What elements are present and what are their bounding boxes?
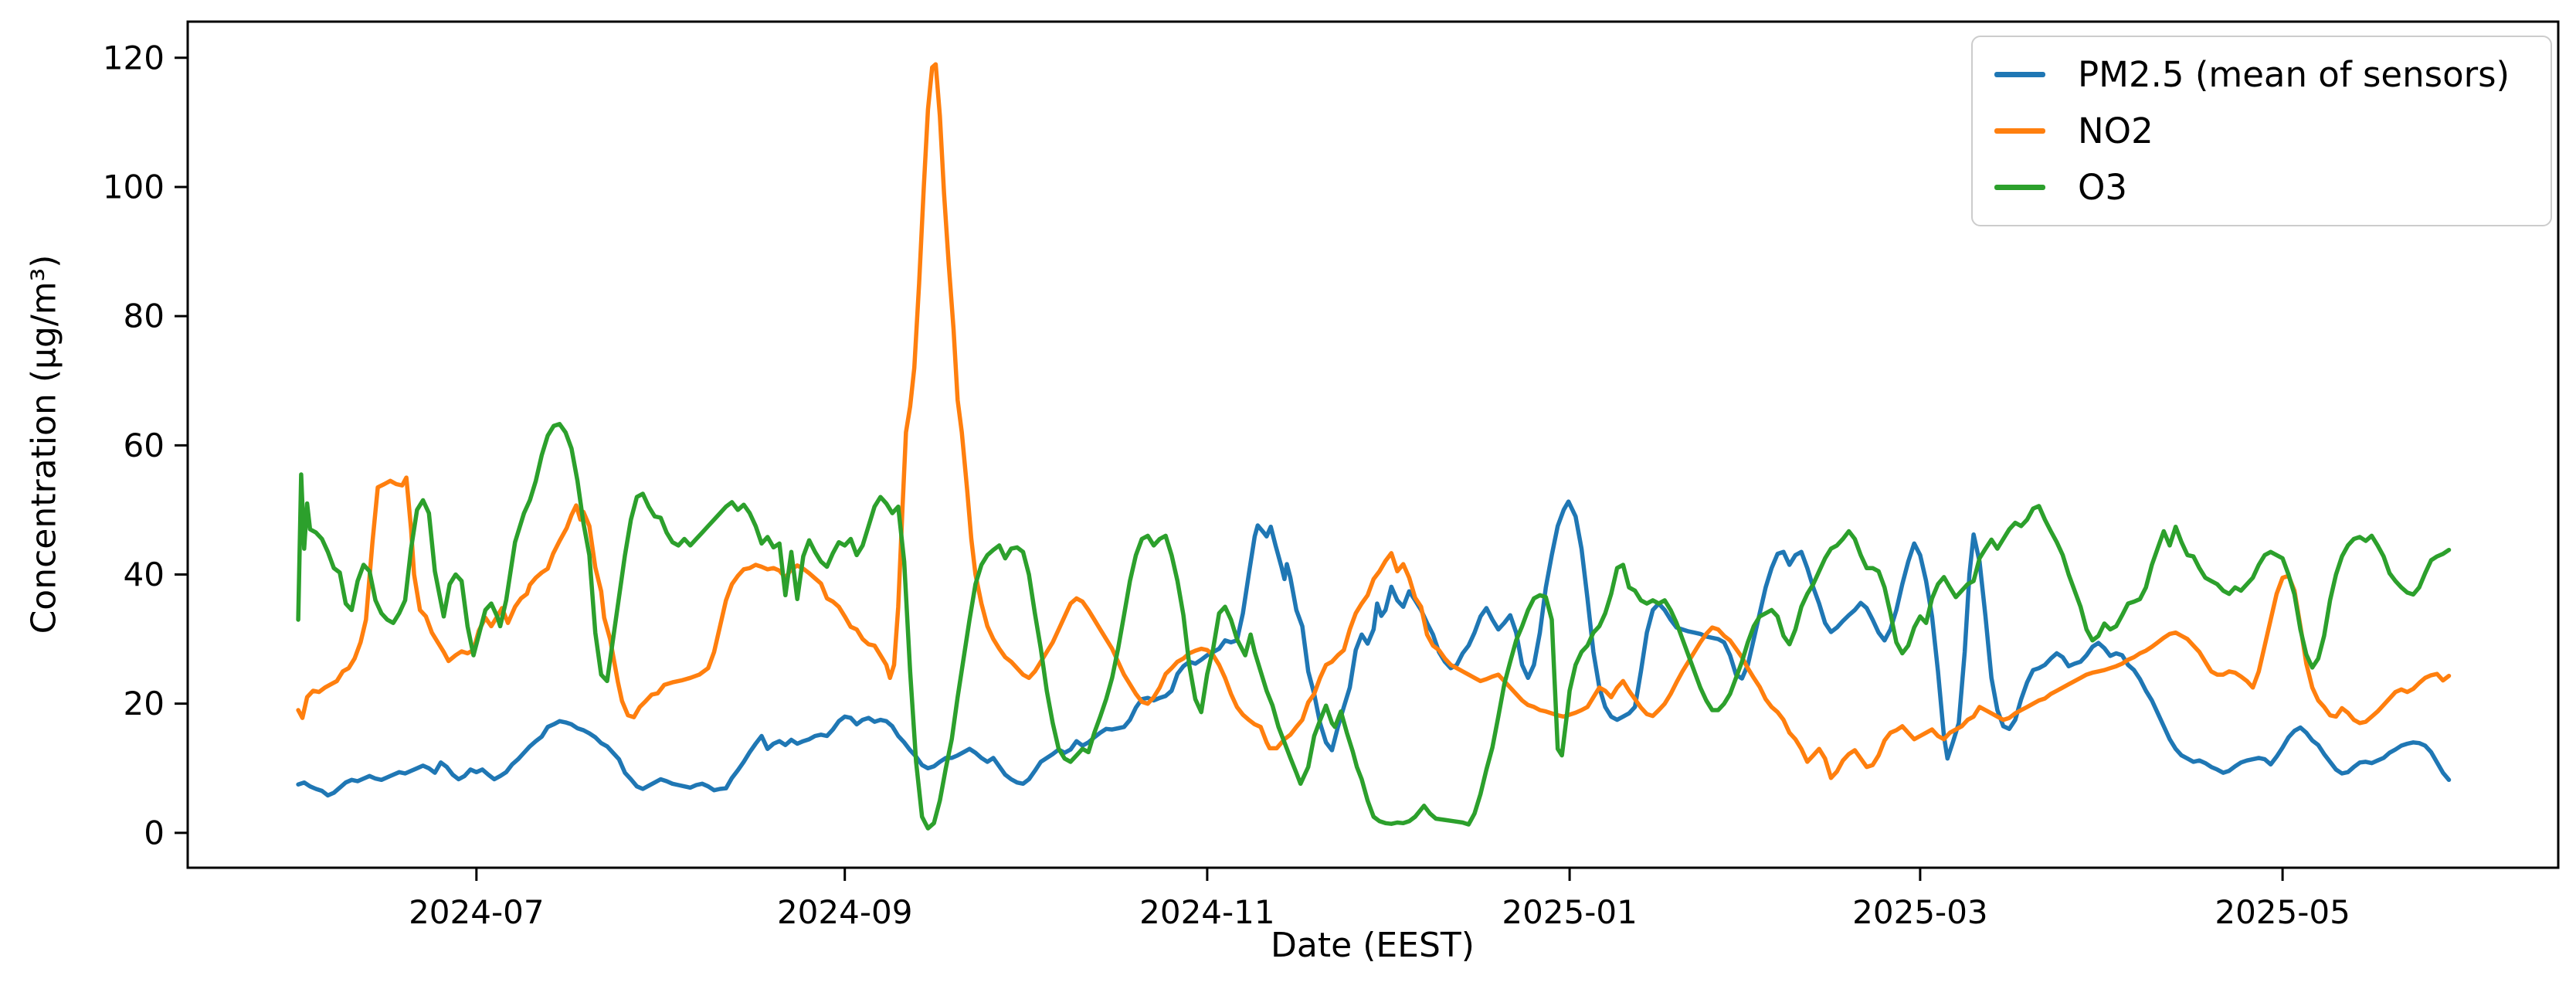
series-line-pm25 bbox=[296, 499, 2452, 798]
y-tick-label: 0 bbox=[144, 814, 165, 852]
x-tick-label: 2024-07 bbox=[409, 893, 545, 931]
y-tick-label: 120 bbox=[103, 39, 165, 76]
y-tick-label: 80 bbox=[124, 297, 165, 335]
x-tick-label: 2024-09 bbox=[777, 893, 913, 931]
x-tick-label: 2025-05 bbox=[2215, 893, 2350, 931]
legend-item-pm25: PM2.5 (mean of sensors) bbox=[1994, 54, 2529, 95]
series-line-no2 bbox=[296, 62, 2452, 780]
legend-item-no2: NO2 bbox=[1994, 110, 2529, 151]
x-tick-label: 2025-01 bbox=[1502, 893, 1638, 931]
legend-line-no2-icon bbox=[1994, 128, 2045, 134]
x-axis-title: Date (EEST) bbox=[1271, 926, 1475, 965]
legend-label-pm25: PM2.5 (mean of sensors) bbox=[2078, 54, 2510, 95]
series-line-o3 bbox=[296, 422, 2452, 831]
y-axis-title: Concentration (µg/m³) bbox=[24, 254, 64, 634]
legend-label-o3: O3 bbox=[2078, 167, 2128, 208]
legend-line-o3-icon bbox=[1994, 185, 2045, 190]
legend-item-o3: O3 bbox=[1994, 167, 2529, 208]
y-tick-label: 60 bbox=[124, 427, 165, 464]
y-tick-label: 20 bbox=[124, 685, 165, 722]
legend-label-no2: NO2 bbox=[2078, 110, 2153, 151]
legend-line-pm25-icon bbox=[1994, 72, 2045, 77]
legend: PM2.5 (mean of sensors) NO2 O3 bbox=[1971, 36, 2552, 226]
y-tick-label: 40 bbox=[124, 556, 165, 593]
x-tick-label: 2024-11 bbox=[1139, 893, 1275, 931]
x-tick-label: 2025-03 bbox=[1852, 893, 1988, 931]
y-tick-label: 100 bbox=[103, 168, 165, 206]
